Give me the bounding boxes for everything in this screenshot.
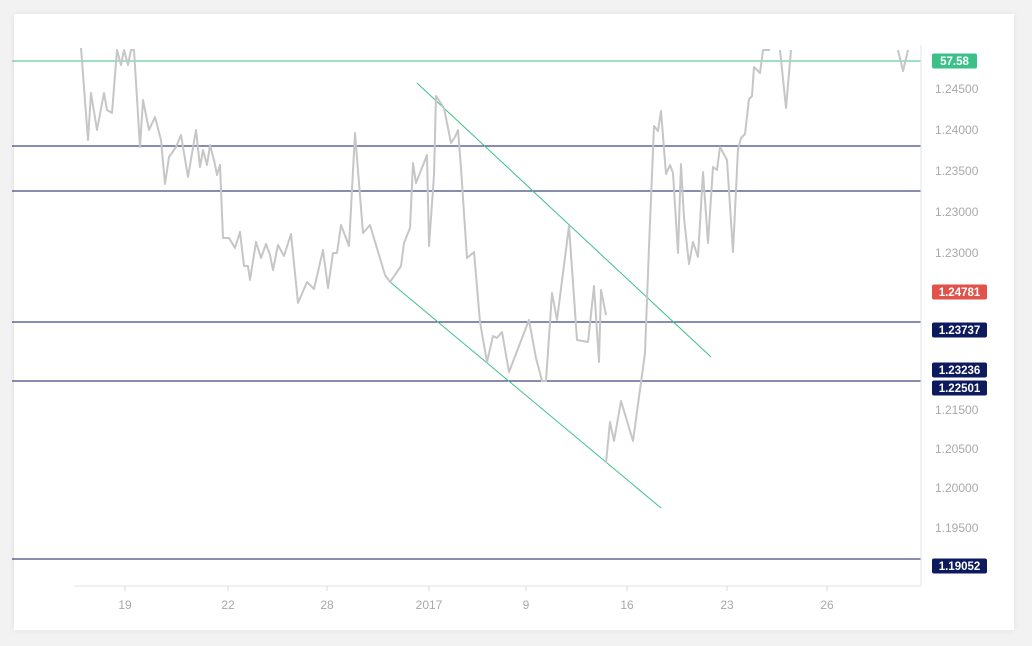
y-tick-label: 1.24000 bbox=[935, 123, 979, 137]
x-tick-label: 2017 bbox=[416, 598, 443, 612]
x-tick-label: 22 bbox=[221, 598, 235, 612]
channel-trendline[interactable] bbox=[389, 281, 662, 509]
x-tick-label: 26 bbox=[820, 598, 834, 612]
price-series-line bbox=[80, 47, 607, 382]
y-tick-label: 1.23500 bbox=[935, 164, 979, 178]
x-tick-label: 28 bbox=[320, 598, 334, 612]
x-tick-label: 23 bbox=[720, 598, 734, 612]
y-tick-label: 1.24500 bbox=[935, 82, 979, 96]
oscillator-value-badge: 57.58 bbox=[932, 53, 977, 69]
badge-background bbox=[932, 558, 987, 574]
y-tick-label: 1.20000 bbox=[935, 481, 979, 495]
level-price-badge: 1.19052 bbox=[932, 558, 987, 574]
badge-background bbox=[932, 284, 987, 300]
badge-label: 1.22501 bbox=[939, 383, 981, 395]
badge-label: 1.23737 bbox=[939, 325, 981, 337]
y-tick-label: 1.23000 bbox=[935, 246, 979, 260]
badge-background bbox=[932, 53, 977, 69]
badge-background bbox=[932, 380, 987, 396]
price-series-line bbox=[605, 49, 770, 464]
level-price-badge: 1.22501 bbox=[932, 380, 987, 396]
y-tick-label: 1.21500 bbox=[935, 403, 979, 417]
current-price-badge: 1.24781 bbox=[932, 284, 987, 300]
badge-label: 57.58 bbox=[940, 56, 969, 68]
price-series-line bbox=[779, 49, 792, 109]
y-tick-label: 1.19500 bbox=[935, 521, 979, 535]
badge-label: 1.24781 bbox=[939, 287, 981, 299]
level-price-badge: 1.23737 bbox=[932, 322, 987, 338]
x-tick-label: 9 bbox=[523, 598, 530, 612]
channel-trendline[interactable] bbox=[416, 82, 712, 358]
x-tick-label: 19 bbox=[118, 598, 132, 612]
x-tick-label: 16 bbox=[620, 598, 634, 612]
badge-background bbox=[932, 322, 987, 338]
y-tick-label: 1.23000 bbox=[935, 205, 979, 219]
level-price-badge: 1.23236 bbox=[932, 362, 987, 378]
price-series-line bbox=[897, 49, 909, 72]
y-tick-label: 1.20500 bbox=[935, 442, 979, 456]
badge-label: 1.19052 bbox=[939, 561, 981, 573]
badge-label: 1.23236 bbox=[939, 365, 981, 377]
badge-background bbox=[932, 362, 987, 378]
